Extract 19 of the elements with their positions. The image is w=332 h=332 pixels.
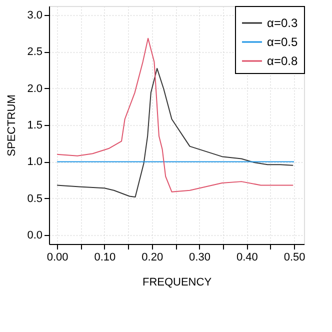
- x-tick-label: 0.00: [46, 252, 68, 264]
- x-tick-label: 0.50: [284, 252, 306, 264]
- legend-label: α=0.5: [267, 35, 298, 49]
- y-tick-label: 2.0: [27, 82, 42, 95]
- y-tick-label: 1.0: [27, 156, 42, 168]
- x-tick-label: 0.20: [142, 252, 164, 264]
- x-tick-label: 0.30: [189, 252, 210, 264]
- y-tick-label: 1.5: [27, 120, 42, 132]
- y-tick-label: 3.0: [27, 9, 42, 22]
- x-axis-title: FREQUENCY: [142, 276, 212, 288]
- y-tick-label: 0.5: [27, 192, 42, 205]
- y-axis-title: SPECTRUM: [6, 94, 18, 156]
- y-tick-label: 0.0: [27, 230, 42, 242]
- legend-label: α=0.8: [267, 54, 298, 68]
- line-series: [56, 68, 294, 198]
- x-tick-label: 0.10: [94, 252, 116, 264]
- x-tick-label: 0.40: [236, 252, 258, 264]
- y-tick-label: 2.5: [27, 46, 42, 58]
- legend-label: α=0.3: [267, 16, 298, 30]
